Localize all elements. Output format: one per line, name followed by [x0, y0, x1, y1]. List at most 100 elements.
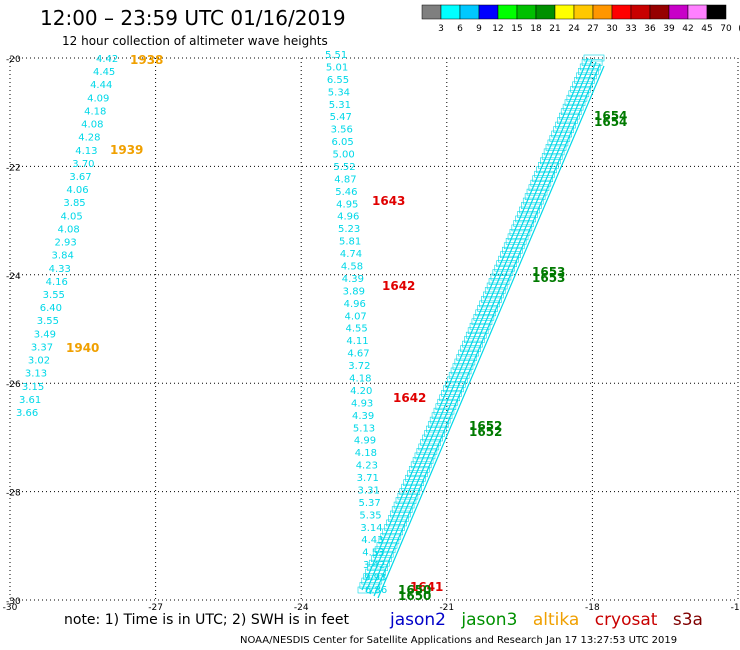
- track-sample-mark: [532, 175, 554, 183]
- swh-value: 4.42: [96, 54, 118, 65]
- track-sample-mark: [581, 59, 603, 66]
- track-sample-mark: [401, 483, 422, 491]
- swh-value: 4.18: [355, 448, 377, 459]
- track-sample-mark: [521, 202, 542, 209]
- track-sample-mark: [458, 349, 479, 357]
- legend-cryosat: cryosat: [594, 610, 658, 630]
- track-sample-mark: [462, 340, 483, 348]
- time-label: 1642: [393, 391, 426, 405]
- swh-value: 3.14: [360, 523, 382, 534]
- footer-note: note: 1) Time is in UTC; 2) SWH is in fe…: [64, 612, 350, 628]
- track-sample-mark: [475, 309, 497, 317]
- swh-value: 4.39: [342, 274, 364, 285]
- time-label: 1653: [532, 271, 565, 285]
- track-sample-mark: [388, 515, 409, 522]
- swh-value: 5.31: [329, 100, 351, 111]
- track-sample-mark: [574, 77, 595, 84]
- lon-label: -27: [148, 603, 163, 613]
- track-sample-mark: [519, 206, 540, 214]
- scale-swatch: [478, 4, 499, 20]
- track-sample-mark: [405, 474, 426, 482]
- track-sample-mark: [551, 130, 573, 138]
- scale-label: 3: [438, 24, 444, 34]
- track-sample-mark: [367, 564, 388, 571]
- scale-swatch: [573, 4, 594, 20]
- track-sample-mark: [365, 568, 386, 576]
- track-sample-mark: [522, 197, 544, 205]
- scale-swatch: [554, 4, 575, 20]
- scale-swatch: [421, 4, 442, 20]
- track-sample-mark: [376, 541, 398, 549]
- swh-value: 4.18: [84, 106, 106, 117]
- track-sample-mark: [393, 501, 415, 509]
- track-sample-mark: [483, 291, 504, 299]
- track-sample-mark: [524, 193, 546, 200]
- scale-label: (ft): [738, 24, 740, 34]
- swh-value: 6.55: [327, 75, 349, 86]
- track-sample-mark: [424, 430, 445, 437]
- swh-value: 4.08: [81, 120, 103, 131]
- track-sample-mark: [395, 497, 417, 504]
- swh-value: 4.55: [345, 324, 367, 335]
- scale-label: 18: [530, 24, 542, 34]
- legend-s3a: s3a: [672, 610, 703, 630]
- swh-value: 6.05: [332, 137, 354, 148]
- swh-value: 3.49: [34, 329, 56, 340]
- track-sample-mark: [443, 385, 464, 393]
- track-cryosat: 5.515.01 6.555.34 5.315.47 3.566.05 5.005.52…: [325, 50, 443, 596]
- swh-value: 4.39: [352, 411, 374, 422]
- scale-label: 42: [682, 24, 693, 34]
- scale-label: 30: [606, 24, 618, 34]
- track-sample-mark: [484, 287, 506, 294]
- track-sample-mark: [579, 63, 601, 71]
- track-sample-mark: [557, 117, 578, 124]
- track-sample-mark: [407, 470, 428, 478]
- swh-value: 3.84: [52, 251, 74, 262]
- track-sample-mark: [507, 233, 529, 241]
- time-label: 1652: [469, 425, 502, 439]
- track-sample-mark: [513, 220, 535, 227]
- track-sample-mark: [543, 148, 565, 156]
- track-sample-mark: [500, 251, 521, 259]
- swh-value: 3.56: [331, 125, 353, 136]
- track-sample-mark: [363, 573, 384, 580]
- time-label: 1654: [594, 115, 627, 129]
- track-sample-mark: [389, 510, 411, 518]
- swh-value: 3.85: [63, 198, 85, 209]
- track-sample-mark: [435, 403, 457, 411]
- swh-value: 4.18: [349, 373, 371, 384]
- scale-label: 36: [644, 24, 656, 34]
- track-sample-mark: [374, 546, 396, 554]
- track-sample-mark: [488, 278, 510, 285]
- track-sample-mark: [473, 313, 495, 321]
- swh-value: 5.37: [358, 498, 380, 509]
- scale-label: 6: [457, 24, 463, 34]
- swh-value: 4.07: [345, 311, 367, 322]
- swh-value: 4.13: [75, 146, 97, 157]
- scale-label: 45: [701, 24, 712, 34]
- track-sample-mark: [372, 550, 394, 558]
- swh-value: 4.43: [361, 535, 383, 546]
- track-sample-mark: [568, 90, 590, 98]
- track-sample-mark: [378, 537, 400, 545]
- track-sample-mark: [467, 327, 489, 335]
- scale-swatch: [497, 4, 518, 20]
- swh-value: 4.99: [354, 436, 376, 447]
- track-sample-mark: [437, 398, 459, 406]
- track-sample-mark: [445, 381, 466, 388]
- track-sample-mark: [414, 452, 436, 460]
- swh-value: 4.05: [60, 211, 82, 222]
- track-sample-mark: [448, 372, 470, 379]
- track-sample-mark: [397, 492, 419, 500]
- track-sample-mark: [369, 559, 390, 567]
- track-sample-mark: [541, 153, 563, 160]
- track-sample-mark: [399, 488, 421, 495]
- lon-label: -24: [294, 603, 309, 613]
- scale-swatch: [630, 4, 651, 20]
- swh-value: 4.74: [340, 249, 362, 260]
- swh-value: 4.58: [341, 262, 363, 273]
- scale-label: 24: [568, 24, 580, 34]
